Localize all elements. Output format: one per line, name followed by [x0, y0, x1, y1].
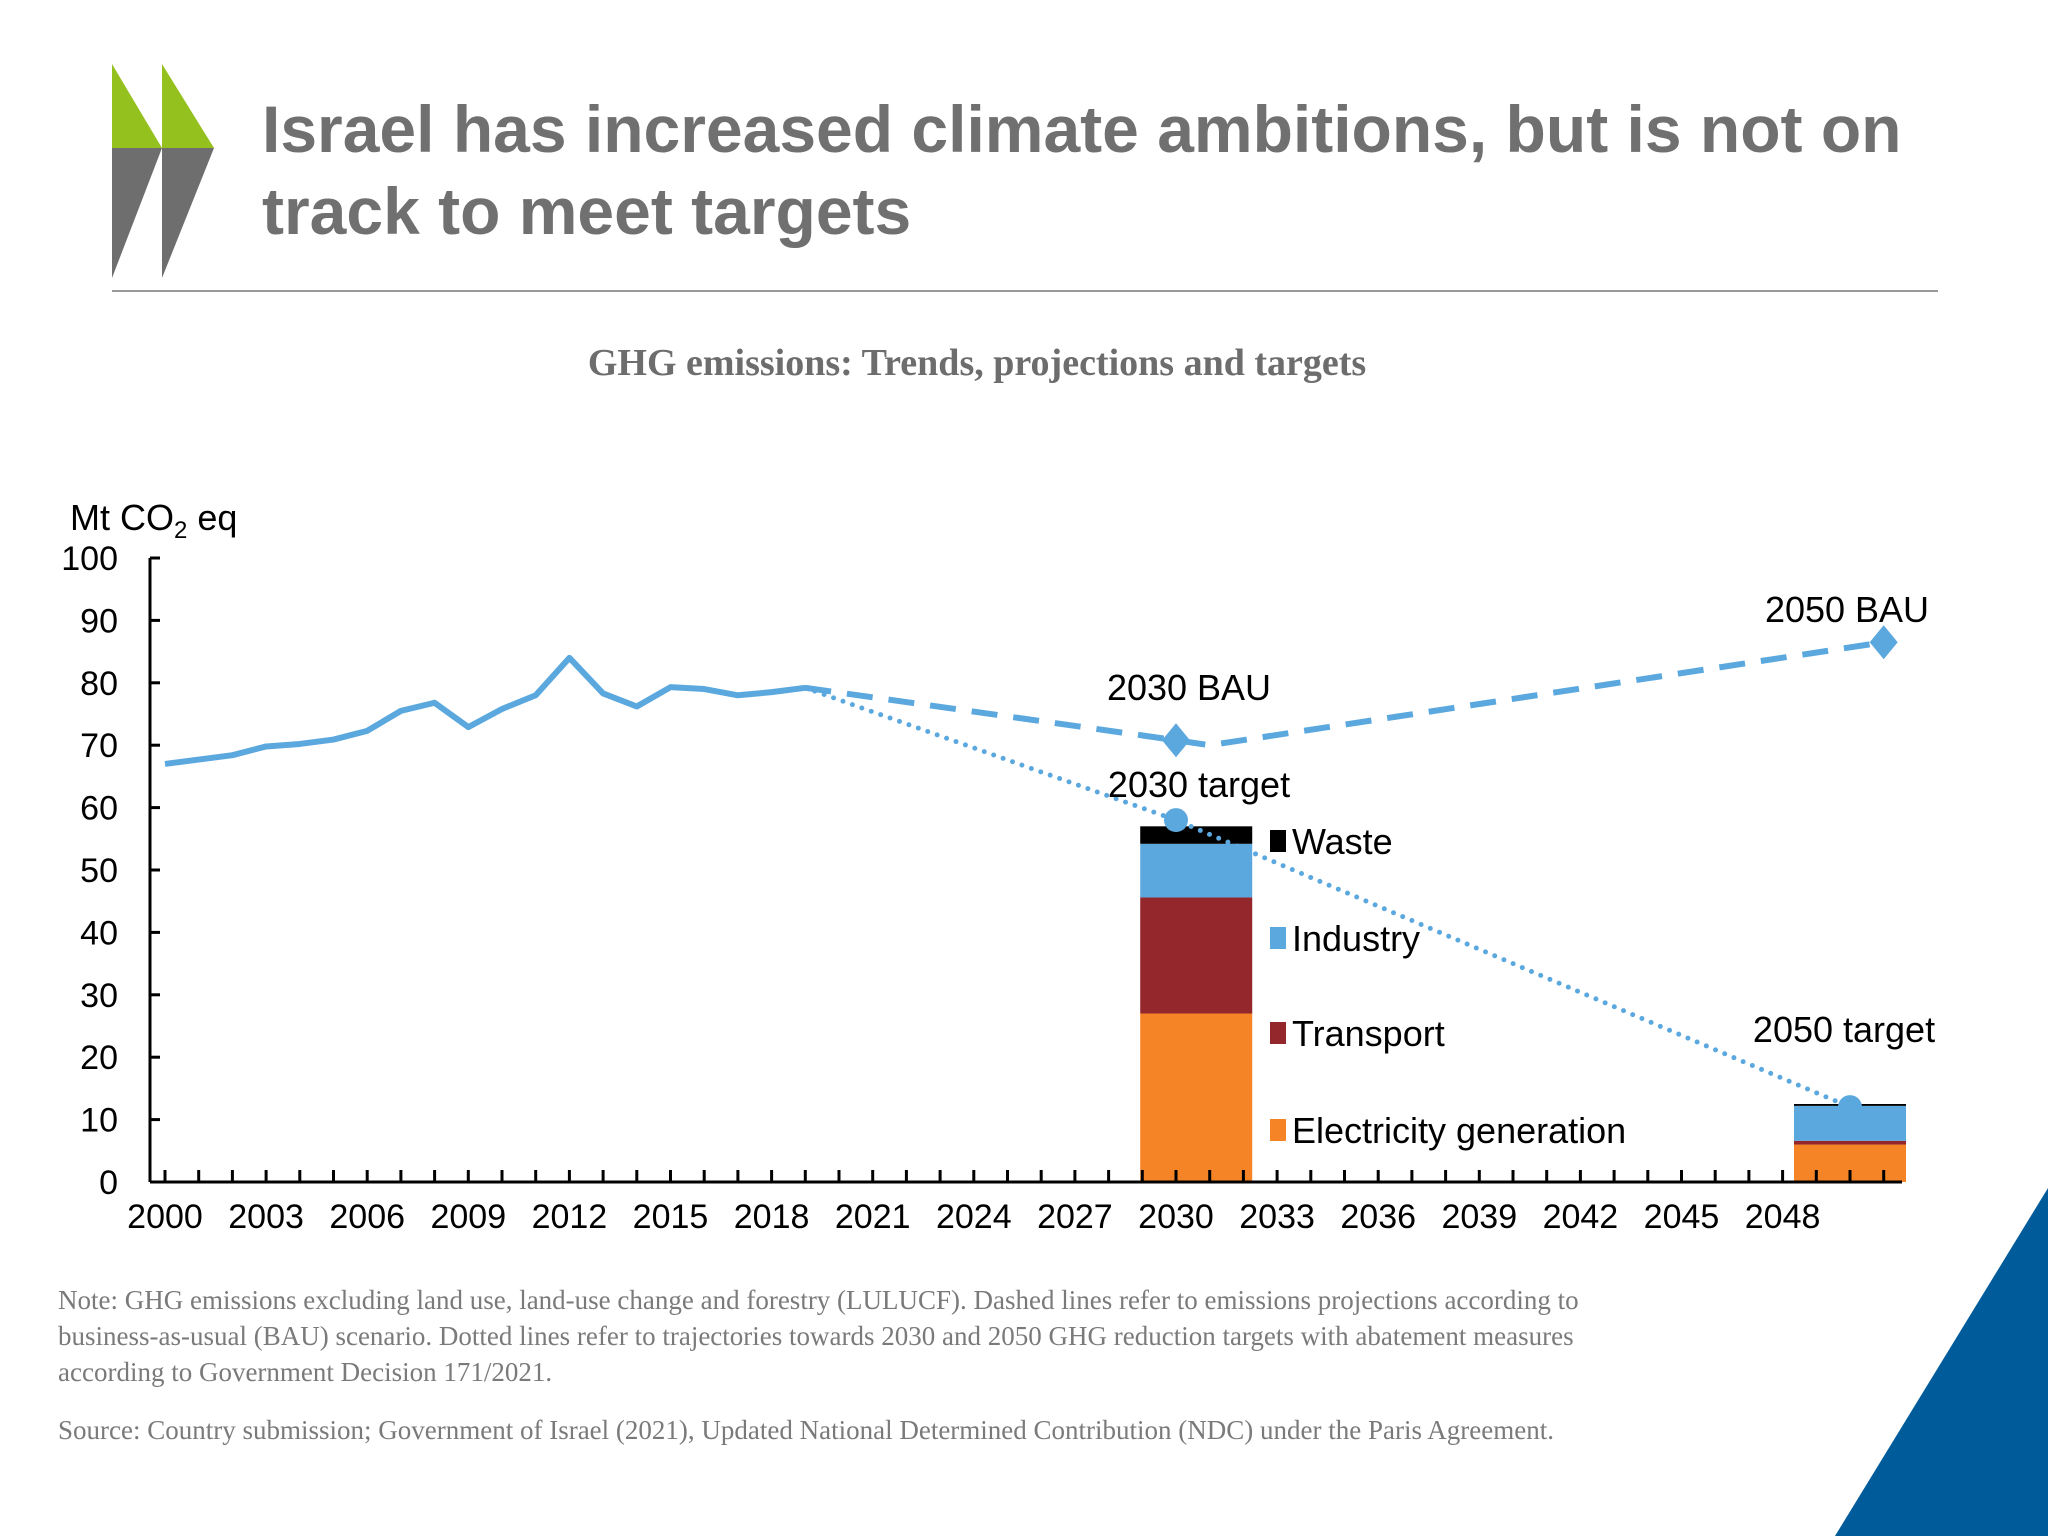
- marker-label: 2050 BAU: [1765, 589, 1929, 630]
- circle-marker: [1838, 1095, 1862, 1120]
- y-tick-label: 100: [61, 540, 118, 578]
- x-tick-label: 2045: [1644, 1198, 1720, 1236]
- note-line3: according to Government Decision 171/202…: [58, 1357, 552, 1387]
- x-tick-label: 2018: [734, 1198, 810, 1236]
- x-tick-label: 2033: [1239, 1198, 1315, 1236]
- marker-label: 2030 BAU: [1107, 667, 1271, 708]
- note-line1: Note: GHG emissions excluding land use, …: [58, 1285, 1579, 1315]
- legend-label: Electricity generation: [1292, 1110, 1626, 1151]
- x-tick-label: 2039: [1441, 1198, 1517, 1236]
- x-tick-label: 2015: [633, 1198, 709, 1236]
- chart-title: GHG emissions: Trends, projections and t…: [588, 342, 1366, 384]
- x-tick-label: 2006: [329, 1198, 405, 1236]
- x-tick-label: 2042: [1543, 1198, 1619, 1236]
- x-tick-label: 2036: [1340, 1198, 1416, 1236]
- bar-segment-transport: [1794, 1140, 1906, 1145]
- y-tick-label: 70: [80, 727, 118, 765]
- x-tick-label: 2024: [936, 1198, 1012, 1236]
- legend-swatch: [1270, 927, 1286, 949]
- bar-segment-waste: [1140, 826, 1253, 844]
- dotted-series-line: [802, 685, 1853, 1110]
- x-tick-label: 2048: [1745, 1198, 1821, 1236]
- y-tick-label: 50: [80, 852, 118, 890]
- diamond-marker: [1869, 625, 1898, 660]
- x-tick-label: 2000: [127, 1198, 203, 1236]
- y-axis-label: Mt CO2 eq: [70, 497, 237, 544]
- x-tick-label: 2030: [1138, 1198, 1214, 1236]
- legend-swatch: [1270, 830, 1286, 852]
- source-line: Source: Country submission; Government o…: [58, 1415, 1554, 1445]
- note-line2: business-as-usual (BAU) scenario. Dotted…: [58, 1321, 1574, 1351]
- bar-segment-electricity-generation: [1140, 1013, 1253, 1182]
- y-tick-label: 20: [80, 1039, 118, 1077]
- y-tick-label: 80: [80, 665, 118, 703]
- marker-label: 2050 target: [1753, 1009, 1935, 1050]
- x-tick-label: 2003: [228, 1198, 304, 1236]
- y-tick-label: 90: [80, 602, 118, 640]
- diamond-marker: [1162, 723, 1190, 758]
- x-tick-label: 2012: [532, 1198, 608, 1236]
- bar-segment-industry: [1140, 843, 1253, 898]
- slide-title-line1: Israel has increased climate ambitions, …: [262, 92, 1901, 166]
- y-tick-label: 60: [80, 790, 118, 828]
- legend-swatch: [1270, 1119, 1286, 1141]
- legend-label: Transport: [1292, 1013, 1445, 1054]
- y-tick-label: 30: [80, 977, 118, 1015]
- legend-label: Waste: [1292, 821, 1393, 862]
- bar-segment-transport: [1140, 897, 1253, 1014]
- circle-marker: [1164, 808, 1188, 833]
- legend-label: Industry: [1292, 918, 1420, 959]
- y-tick-label: 40: [80, 914, 118, 952]
- solid-series-line: [164, 654, 806, 767]
- corner-decoration: [1835, 1188, 2048, 1536]
- slide-title-line2: track to meet targets: [262, 174, 911, 248]
- marker-label: 2030 target: [1108, 764, 1290, 805]
- legend-swatch: [1270, 1022, 1286, 1044]
- x-tick-label: 2009: [430, 1198, 506, 1236]
- dashed-series-line: [804, 639, 1885, 749]
- oecd-logo: [112, 64, 214, 278]
- y-tick-label: 10: [80, 1102, 118, 1140]
- y-tick-label: 0: [99, 1164, 118, 1202]
- x-tick-label: 2021: [835, 1198, 911, 1236]
- x-tick-label: 2027: [1037, 1198, 1113, 1236]
